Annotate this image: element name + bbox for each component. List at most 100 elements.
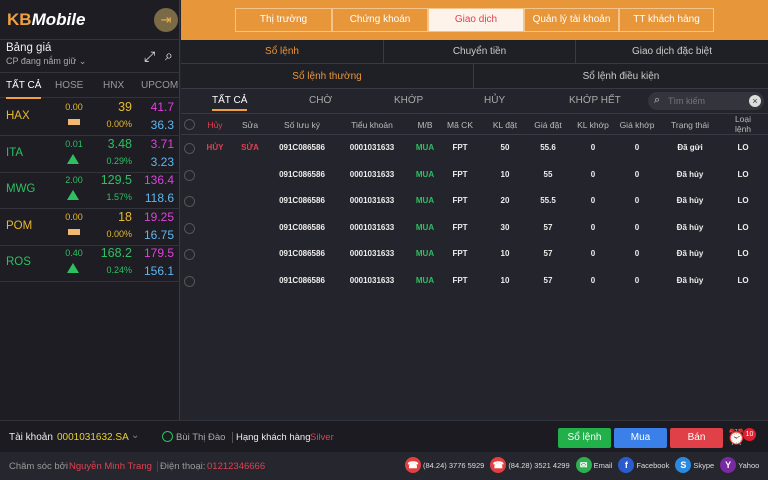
cancel-order-button[interactable]: HỦY	[206, 143, 224, 152]
row-select-radio[interactable]	[184, 169, 195, 181]
table-row[interactable]: HỦY SỬA 091C086586 0001031633 MUA FPT 50 55.6 0 0…	[181, 135, 768, 161]
cell-code: FPT	[452, 222, 468, 232]
contact-label: Skype	[693, 460, 715, 470]
last-price: 18	[118, 209, 132, 224]
contact--84-24-3776-5929[interactable]: ☎ (84.24) 3776 5929	[405, 457, 490, 473]
tab-normal-orders[interactable]: Sổ lệnh thường	[181, 64, 474, 88]
chevron-down-icon[interactable]: ⌄	[131, 430, 140, 441]
table-row[interactable]: 091C086586 0001031633 MUA FPT 20 55.5 0 0 Đã hủy…	[181, 188, 768, 214]
phone-label: Điện thoại:	[157, 461, 205, 472]
tab-hose[interactable]: HOSE	[55, 80, 84, 91]
sell-button[interactable]: Bán	[670, 428, 723, 448]
table-row[interactable]: 091C086586 0001031633 MUA FPT 10 57 0 0 Đã hủy LO	[181, 268, 768, 294]
watchlist-row[interactable]: ITA 0.01 3.48 0.29% 3.71 3.23	[0, 136, 180, 173]
tab-market[interactable]: Thị trường	[235, 8, 332, 32]
cell-side: MUA	[415, 196, 435, 205]
account-bar: Tài khoản 0001031632.SA ⌄ Bùi Thị Đào Hạ…	[0, 420, 768, 452]
ceiling-price: 41.7	[150, 100, 174, 114]
yahoo-icon: Y	[720, 457, 737, 473]
watchlist-selector[interactable]: CP đang nắm giữ ⌄	[6, 56, 87, 66]
cell-sub: 0001031633	[349, 196, 395, 205]
filter-pending[interactable]: CHỜ	[309, 95, 333, 106]
percent-change: 0.00%	[106, 119, 132, 129]
phone-icon: ☎	[405, 457, 421, 473]
tab-securities[interactable]: Chứng khoán	[332, 8, 428, 32]
table-row[interactable]: 091C086586 0001031633 MUA FPT 10 55 0 0 Đã hủy LO	[181, 162, 768, 188]
tab-order-book[interactable]: Sổ lệnh	[181, 40, 384, 63]
cell-mqty: 0	[590, 196, 596, 205]
edit-order-button[interactable]: SỬA	[241, 143, 259, 152]
contact-label: Yahoo	[738, 460, 760, 470]
trading-sub-tabs: Sổ lệnh Chuyển tiền Giao dịch đặc biệt	[181, 40, 768, 64]
tab-account-management[interactable]: Quản lý tài khoản	[524, 8, 619, 32]
cell-type: LO	[737, 169, 749, 179]
filter-all[interactable]: TẤT CẢ	[212, 95, 248, 111]
logo-row: KBMobile ⇥	[0, 0, 180, 40]
table-row[interactable]: 091C086586 0001031633 MUA FPT 10 57 0 0 Đã hủy LO	[181, 241, 768, 267]
tab-upcom[interactable]: UPCOM	[141, 80, 179, 91]
ceiling-price: 136.4	[143, 173, 174, 188]
tier-label: Hạng khách hàng	[232, 432, 310, 443]
cell-status: Đã hủy	[676, 222, 704, 232]
contact-email[interactable]: ✉ Email	[575, 457, 619, 473]
last-price: 39	[118, 100, 132, 114]
row-select-radio[interactable]	[184, 222, 195, 234]
cell-sub: 0001031633	[349, 275, 395, 285]
contact-facebook[interactable]: f Facebook	[618, 457, 675, 473]
tab-all[interactable]: TẤT CẢ	[6, 80, 42, 99]
cell-code: FPT	[452, 143, 468, 152]
cell-custody: 091C086586	[279, 249, 325, 258]
tab-customer-info[interactable]: TT khách hàng	[619, 8, 714, 32]
row-select-radio[interactable]	[184, 143, 195, 154]
filter-cancelled[interactable]: HỦY	[484, 95, 506, 106]
floor-price: 3.23	[150, 154, 174, 169]
last-price: 168.2	[100, 246, 132, 261]
alarm-icon[interactable]: ⏰	[727, 429, 746, 446]
watchlist-row[interactable]: POM 0.00 18 0.00% 19.25 16.75	[0, 209, 180, 246]
search-box[interactable]: ⌕ ×	[648, 92, 764, 110]
contact-skype[interactable]: S Skype	[675, 457, 720, 473]
unchanged-icon	[68, 228, 80, 235]
cell-side: MUA	[415, 169, 435, 179]
cell-qty: 10	[500, 275, 510, 285]
search-icon: ⌕	[654, 94, 661, 106]
row-select-radio[interactable]	[184, 275, 195, 287]
tab-special-trading[interactable]: Giao dịch đặc biệt	[631, 46, 713, 57]
contact--84-28-3521-4299[interactable]: ☎ (84.28) 3521 4299	[490, 457, 575, 473]
percent-change: 0.29%	[106, 155, 132, 166]
cell-qty: 30	[500, 222, 510, 232]
column-header: Hủy	[207, 120, 223, 130]
table-row[interactable]: 091C086586 0001031633 MUA FPT 30 57 0 0 Đã hủy LO	[181, 215, 768, 241]
watchlist-row[interactable]: ROS 0.40 168.2 0.24% 179.5 156.1	[0, 245, 180, 283]
search-input[interactable]	[668, 94, 743, 108]
floor-price: 36.3	[150, 118, 174, 132]
cell-mprice: 0	[634, 222, 640, 232]
account-selector[interactable]: 0001031632.SA	[57, 432, 129, 443]
clear-icon[interactable]: ×	[749, 95, 761, 107]
order-book-tabs: Sổ lệnh thường Sổ lệnh điều kiện	[181, 64, 768, 89]
tab-conditional-orders[interactable]: Sổ lệnh điều kiện	[582, 71, 660, 82]
expand-icon[interactable]: ⤢	[144, 48, 156, 64]
order-book-button[interactable]: Sổ lệnh	[558, 428, 611, 448]
row-select-radio[interactable]	[184, 196, 195, 207]
phone-icon: ☎	[490, 457, 507, 473]
select-all-checkbox[interactable]	[184, 119, 195, 130]
search-icon[interactable]: ⌕	[165, 47, 173, 63]
row-select-radio[interactable]	[184, 249, 195, 260]
filter-matched[interactable]: KHỚP	[394, 95, 424, 106]
floor-price: 156.1	[143, 264, 174, 279]
filter-fully-matched[interactable]: KHỚP HẾT	[569, 95, 621, 106]
care-bar: Chăm sóc bởi Nguyễn Minh Trang Điện thoạ…	[0, 452, 768, 480]
percent-change: 0.24%	[106, 265, 132, 276]
logout-icon[interactable]: ⇥	[154, 8, 178, 32]
cell-mprice: 0	[634, 143, 640, 152]
watchlist-row[interactable]: MWG 2.00 129.5 1.57% 136.4 118.6	[0, 172, 180, 210]
cell-code: FPT	[452, 275, 468, 285]
tab-trading[interactable]: Giao dịch	[428, 8, 524, 32]
tab-transfer[interactable]: Chuyển tiền	[384, 40, 576, 63]
tab-hnx[interactable]: HNX	[103, 80, 125, 91]
buy-button[interactable]: Mua	[614, 428, 667, 448]
user-name: Bùi Thị Đào	[176, 432, 226, 443]
watchlist-row[interactable]: HAX 0.00 39 0.00% 41.7 36.3	[0, 99, 180, 136]
contact-yahoo[interactable]: Y Yahoo	[720, 457, 765, 473]
